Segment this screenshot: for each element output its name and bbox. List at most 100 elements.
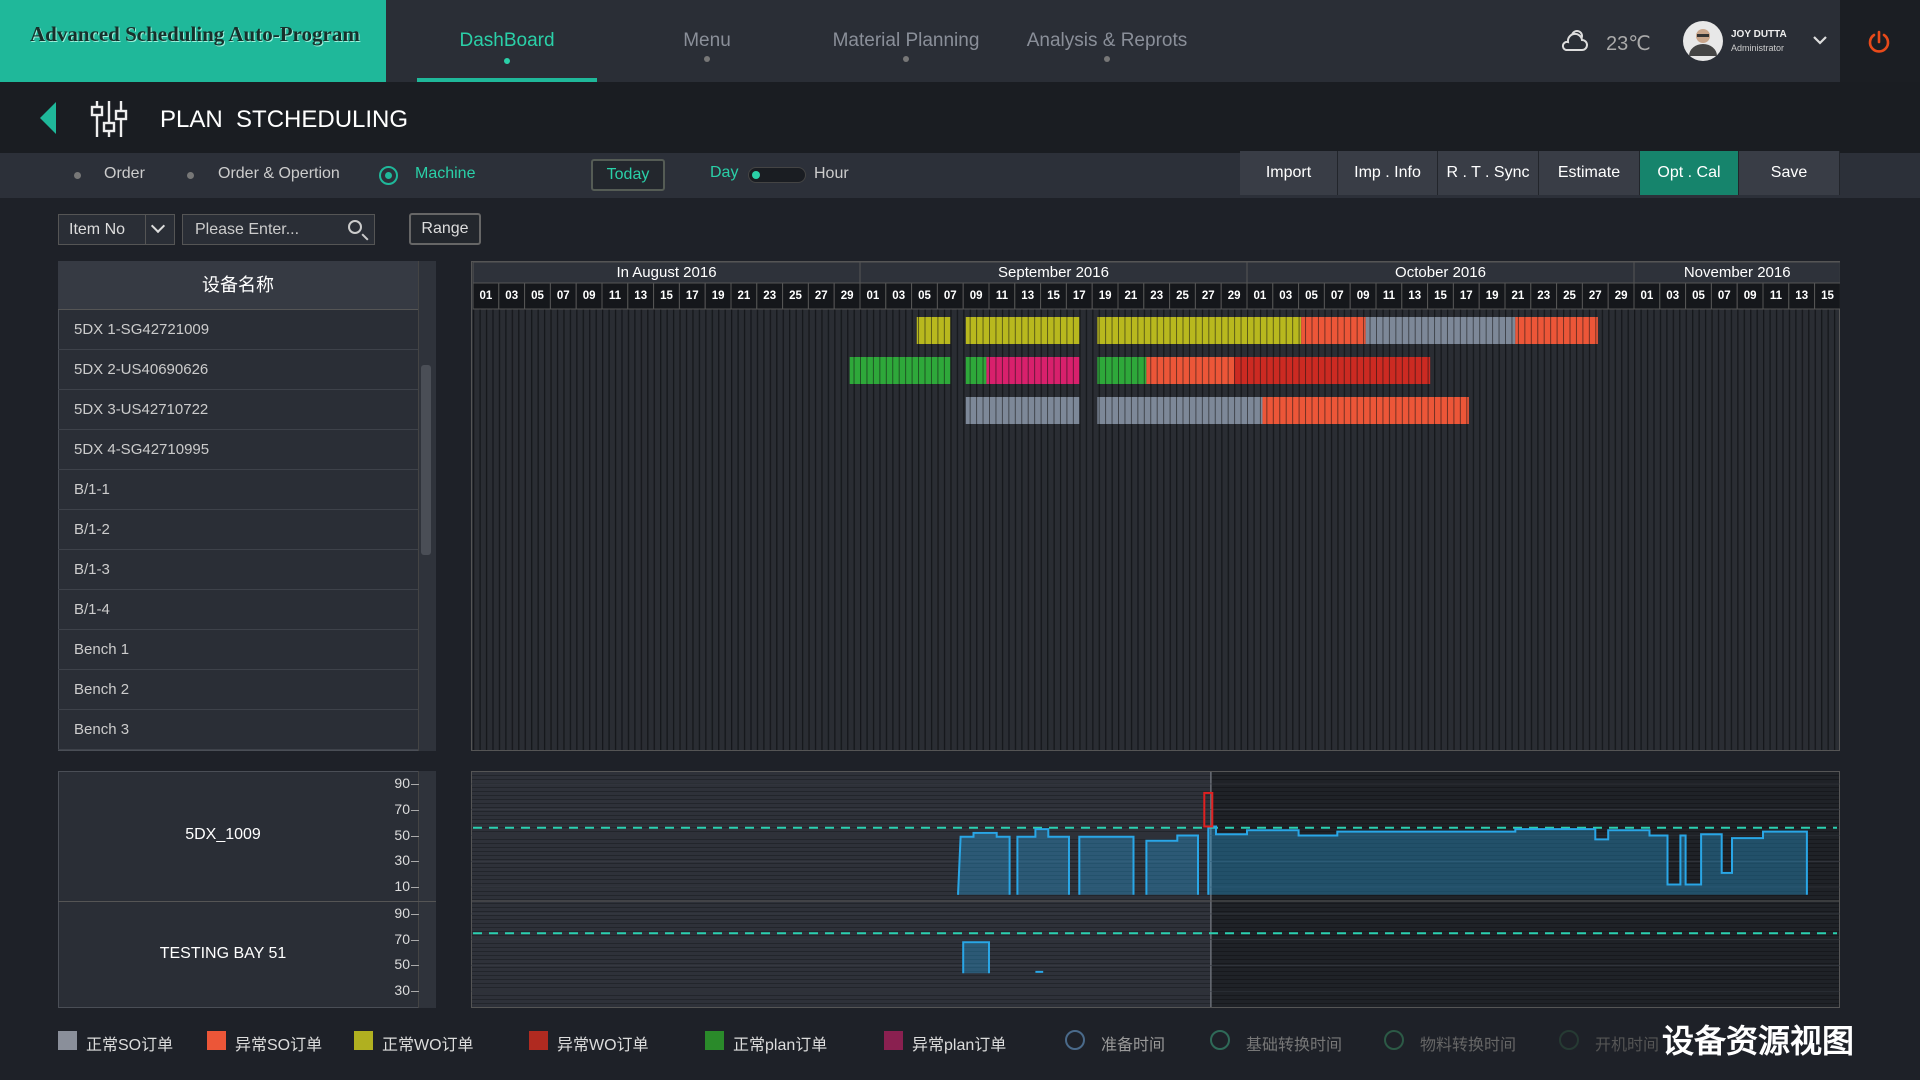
radio-dot-selected[interactable] [385, 172, 392, 179]
day-label: 13 [1408, 290, 1421, 302]
day-label: 19 [1099, 290, 1112, 302]
day-label: 23 [1150, 290, 1163, 302]
day-label: 07 [557, 290, 570, 302]
day-label: 29 [841, 290, 854, 302]
day-label: 05 [531, 290, 544, 302]
view-option[interactable]: Machine [415, 165, 475, 183]
day-label: 19 [712, 290, 725, 302]
day-label: 11 [609, 290, 622, 302]
radio-dot[interactable] [74, 172, 81, 179]
day-label: 13 [634, 290, 647, 302]
legend-icon [1384, 1030, 1404, 1050]
day-label: 11 [1383, 290, 1396, 302]
y-tick [411, 914, 419, 915]
bar-texture [986, 357, 1079, 384]
action-button[interactable]: Imp . Info [1338, 151, 1438, 195]
legend-swatch [354, 1031, 373, 1050]
month-label: In August 2016 [616, 264, 716, 281]
action-button[interactable]: R . T . Sync [1438, 151, 1539, 195]
day-label: 05 [1305, 290, 1318, 302]
machine-row[interactable]: 5DX 4-SG42710995 [58, 430, 418, 470]
machine-row[interactable]: 5DX 3-US42710722 [58, 390, 418, 430]
day-label: 01 [867, 290, 880, 302]
day-label: 09 [1744, 290, 1757, 302]
day-label: 29 [1228, 290, 1241, 302]
month-label: October 2016 [1395, 264, 1486, 281]
power-icon[interactable] [1866, 29, 1892, 55]
y-tick-label: 90 [380, 905, 410, 921]
nav-item[interactable]: Material Planning [796, 30, 1016, 52]
legend-icon-label: 准备时间 [1101, 1031, 1165, 1055]
y-tick-label: 70 [380, 801, 410, 817]
y-tick [411, 810, 419, 811]
avatar[interactable] [1682, 20, 1724, 62]
nav-item[interactable]: Analysis & Reprots [997, 30, 1217, 52]
day-label: 01 [1641, 290, 1654, 302]
machine-row[interactable]: B/1-2 [58, 510, 418, 550]
day-label: 21 [1125, 290, 1138, 302]
user-menu-chevron[interactable] [1812, 34, 1828, 46]
day-label: 23 [763, 290, 776, 302]
machine-row[interactable]: B/1-3 [58, 550, 418, 590]
scale-day[interactable]: Day [710, 164, 738, 182]
legend-icon-label: 基础转换时间 [1246, 1031, 1342, 1055]
y-tick-label: 90 [380, 775, 410, 791]
legend-label: 正常plan订单 [733, 1031, 827, 1055]
today-button[interactable]: Today [591, 159, 665, 191]
bar-texture [1515, 317, 1598, 344]
month-label: September 2016 [998, 264, 1109, 281]
settings-icon[interactable] [90, 99, 128, 139]
scale-hour[interactable]: Hour [814, 165, 849, 183]
machine-row[interactable]: Bench 2 [58, 670, 418, 710]
day-label: 19 [1486, 290, 1499, 302]
legend-label: 正常SO订单 [86, 1031, 173, 1055]
scale-knob[interactable] [752, 171, 760, 179]
y-tick-label: 30 [380, 982, 410, 998]
day-label: 17 [1460, 290, 1473, 302]
day-label: 15 [1821, 290, 1834, 302]
load-chart [471, 771, 1840, 1008]
day-label: 03 [892, 290, 905, 302]
view-option[interactable]: Order & Opertion [218, 165, 340, 183]
machine-row[interactable]: B/1-4 [58, 590, 418, 630]
machine-row[interactable]: 5DX 2-US40690626 [58, 350, 418, 390]
day-label: 21 [738, 290, 751, 302]
y-tick [411, 965, 419, 966]
day-label: 21 [1512, 290, 1525, 302]
legend-label: 异常SO订单 [235, 1031, 322, 1055]
load-line [958, 827, 1807, 895]
action-button[interactable]: Save [1739, 151, 1840, 195]
machine-row[interactable]: Bench 1 [58, 630, 418, 670]
day-label: 01 [1254, 290, 1267, 302]
machine-row[interactable]: 5DX 1-SG42721009 [58, 310, 418, 350]
nav-dot [903, 56, 909, 62]
search-lens[interactable] [348, 220, 362, 234]
temperature: 23℃ [1606, 31, 1651, 56]
radio-dot[interactable] [187, 172, 194, 179]
bar-texture [1301, 317, 1366, 344]
action-button[interactable]: Estimate [1539, 151, 1640, 195]
nav-dot [704, 56, 710, 62]
legend-label: 异常WO订单 [557, 1031, 649, 1055]
view-option[interactable]: Order [104, 165, 145, 183]
range-button[interactable]: Range [409, 213, 481, 245]
day-label: 05 [918, 290, 931, 302]
bar-texture [1234, 357, 1430, 384]
machine-row[interactable]: Bench 3 [58, 710, 418, 750]
y-tick-label: 50 [380, 827, 410, 843]
back-button[interactable] [36, 100, 60, 136]
y-tick-label: 30 [380, 852, 410, 868]
y-tick [411, 940, 419, 941]
nav-item[interactable]: DashBoard [397, 30, 617, 52]
machine-name: TESTING BAY 51 [58, 945, 388, 963]
machine-row[interactable]: B/1-1 [58, 470, 418, 510]
scroll-thumb[interactable] [421, 365, 431, 555]
day-label: 15 [1047, 290, 1060, 302]
legend-swatch [207, 1031, 226, 1050]
action-button[interactable]: Opt . Cal [1640, 151, 1739, 195]
search-input[interactable]: Please Enter... [182, 214, 375, 245]
y-tick [411, 861, 419, 862]
day-label: 15 [660, 290, 673, 302]
nav-item[interactable]: Menu [597, 30, 817, 52]
action-button[interactable]: Import [1240, 151, 1338, 195]
